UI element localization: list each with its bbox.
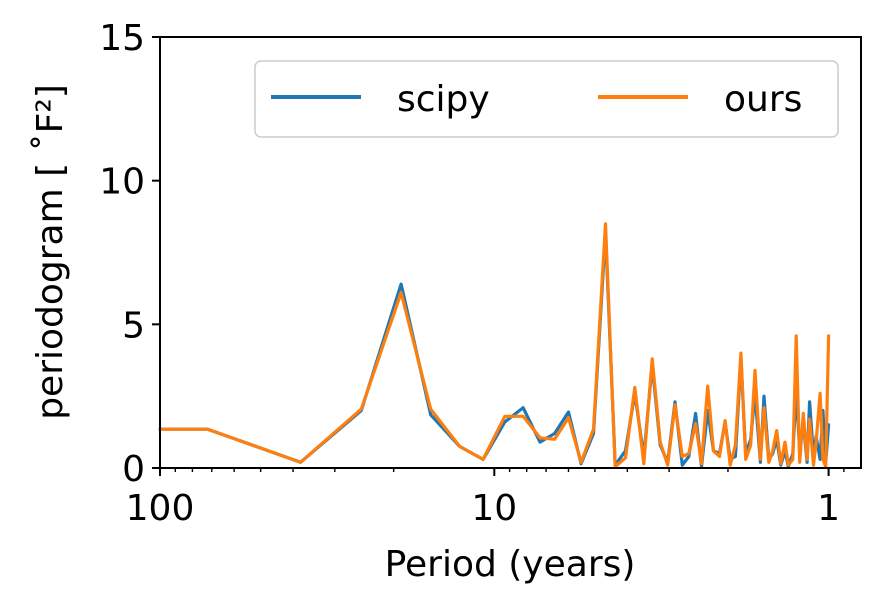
legend-label-ours: ours (724, 79, 802, 120)
y-tick-label: 15 (99, 18, 145, 59)
y-tick-label: 10 (99, 162, 145, 203)
legend: scipy ours (254, 60, 839, 138)
series-layer (158, 222, 831, 469)
y-axis-label: periodogram [ ˚F²] (30, 84, 71, 420)
x-tick-label: 10 (471, 488, 517, 529)
x-tick-label: 1 (817, 488, 840, 529)
legend-label-scipy: scipy (397, 79, 490, 120)
y-tick-label: 5 (122, 305, 145, 346)
y-tick-label: 0 (122, 449, 145, 490)
series-line-scipy (158, 230, 831, 469)
plot-area (158, 36, 862, 469)
y-axis: 0 5 10 15 (99, 18, 160, 490)
series-line-ours (158, 222, 831, 469)
x-tick-label: 100 (126, 488, 195, 529)
x-axis: 100 10 1 (126, 468, 845, 529)
x-axis-label: Period (years) (385, 544, 636, 585)
axes-frame (159, 36, 862, 469)
legend-box (254, 60, 839, 138)
